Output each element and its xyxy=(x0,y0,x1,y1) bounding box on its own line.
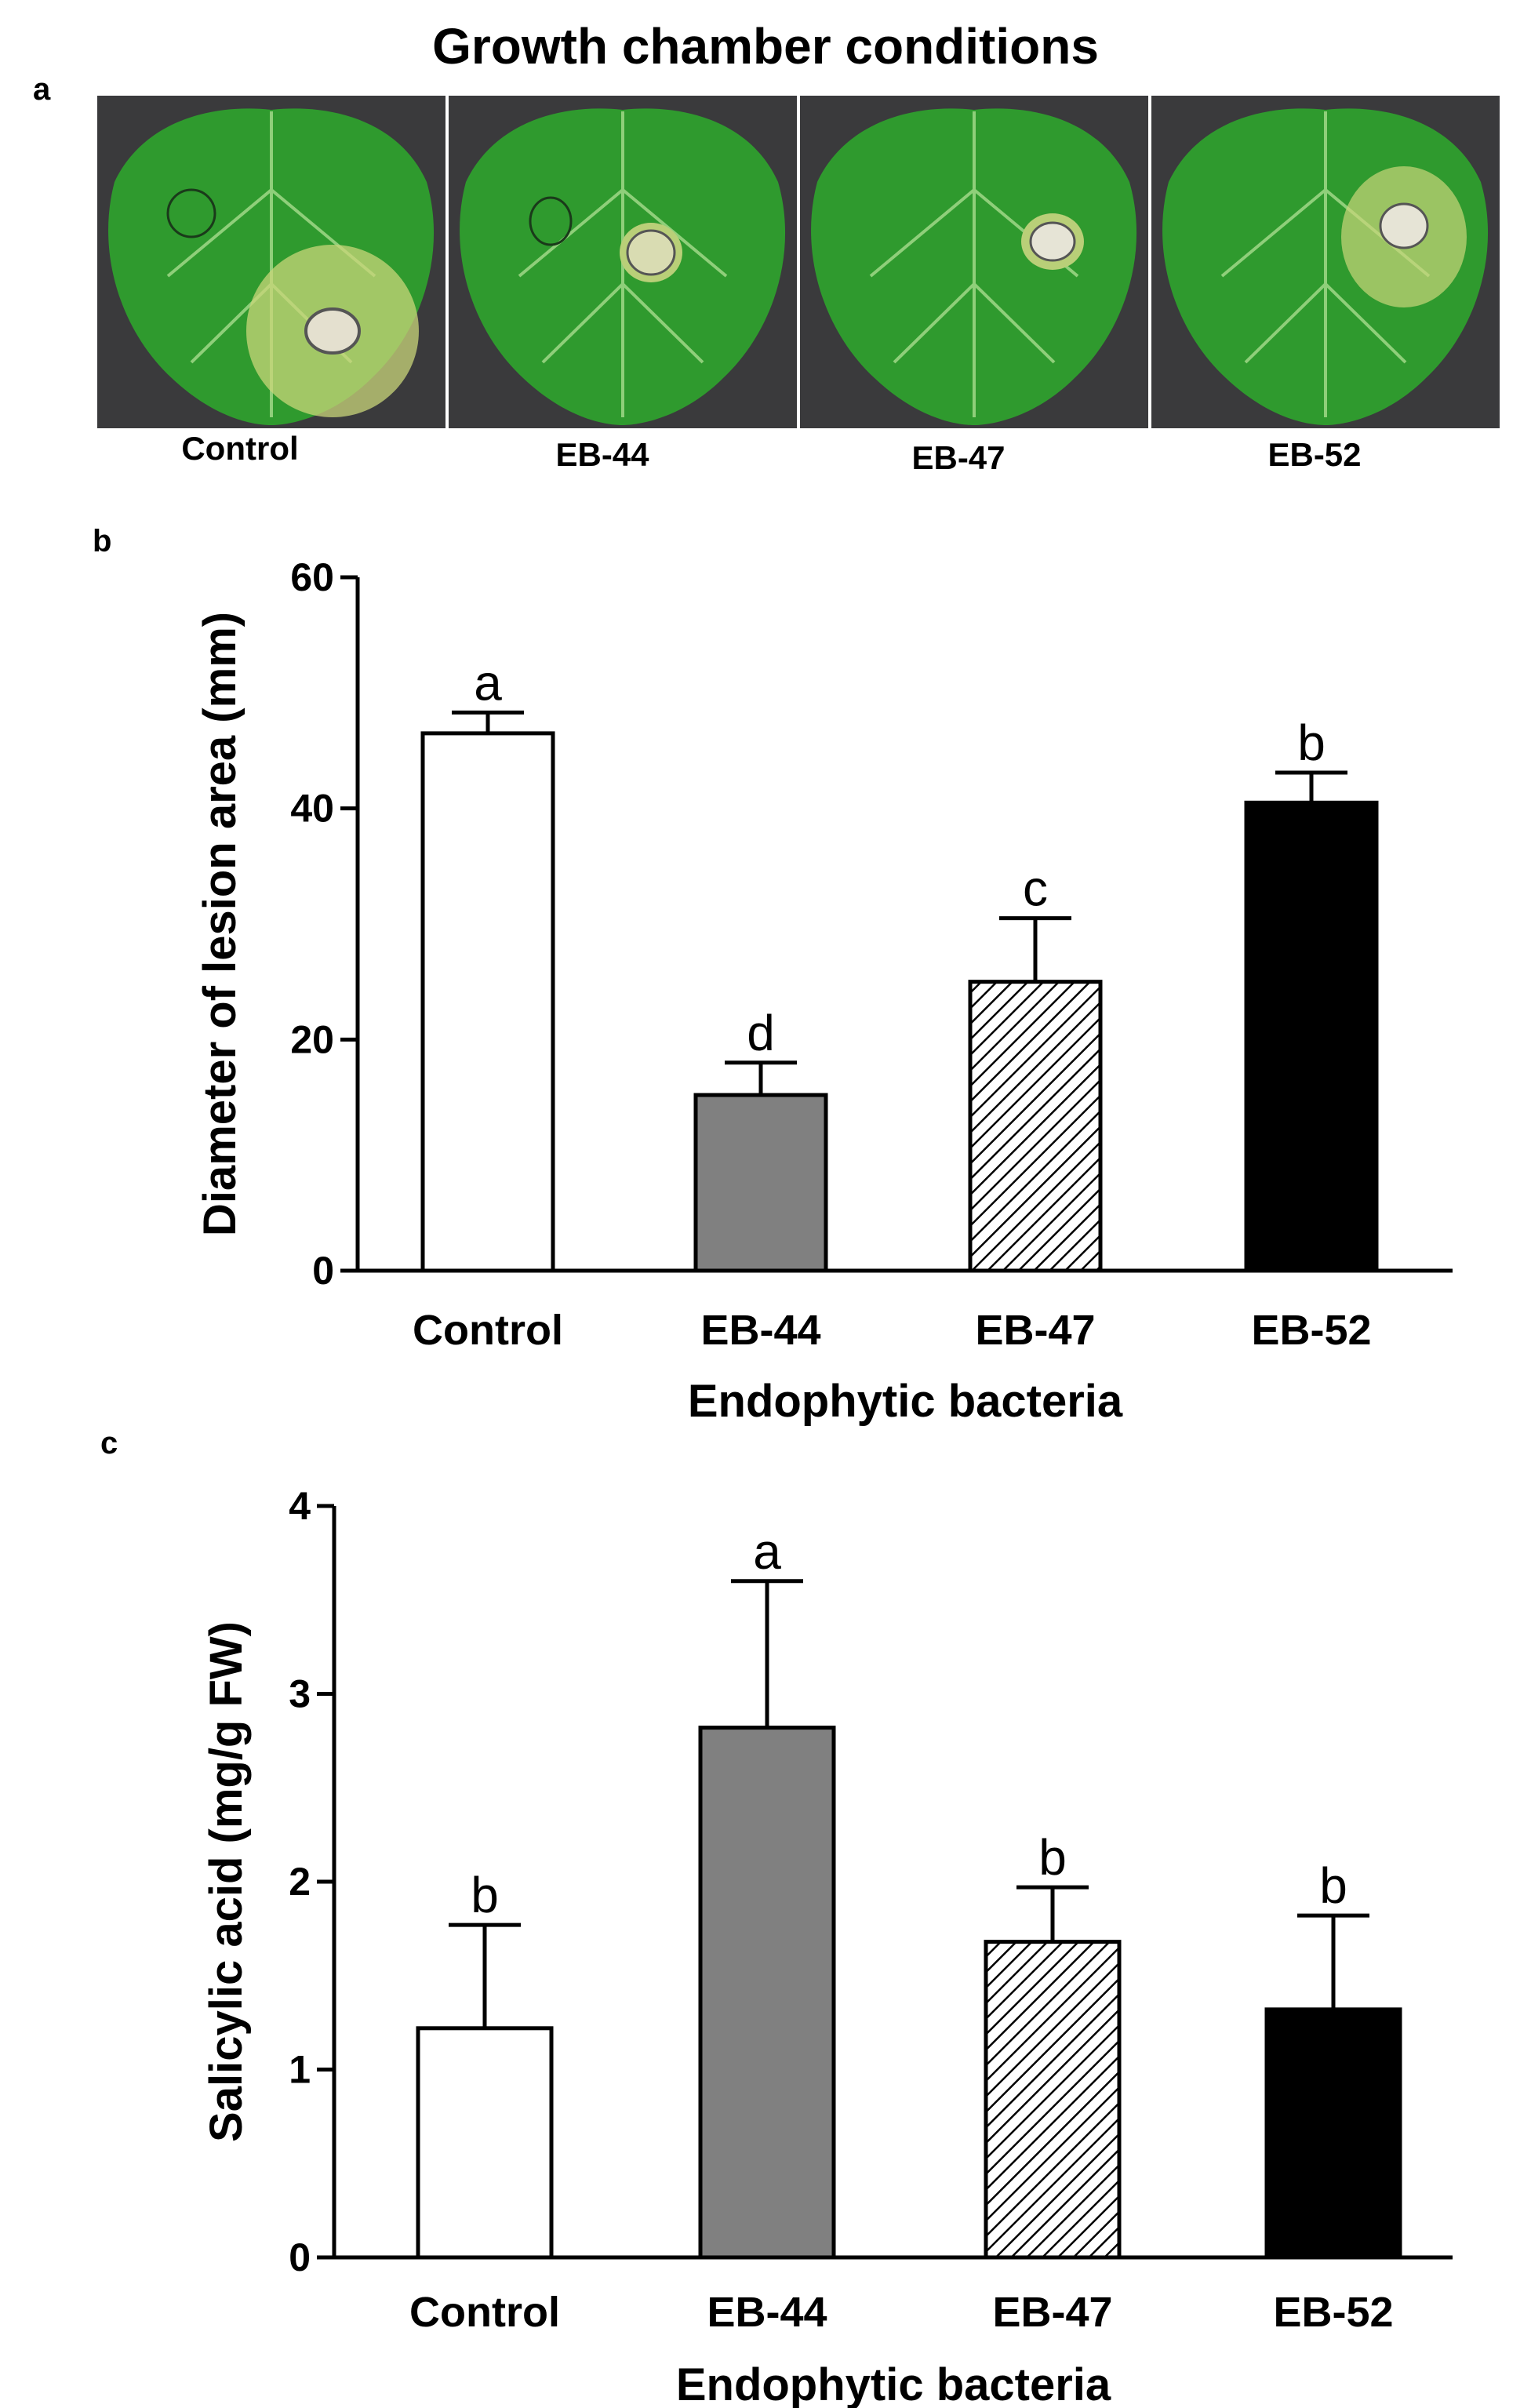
leaf-photo-eb52 xyxy=(1151,96,1500,428)
bar xyxy=(1264,2007,1402,2260)
leaf-photo-icon xyxy=(460,108,786,426)
bar xyxy=(693,1093,828,1273)
y-tick-label: 0 xyxy=(312,1249,334,1293)
x-tick-label: EB-47 xyxy=(992,2289,1112,2336)
significance-letter: b xyxy=(1297,715,1326,771)
photo-label-eb44: EB-44 xyxy=(555,436,649,473)
y-tick-label: 3 xyxy=(289,1672,311,1716)
leaf-photo-eb47 xyxy=(800,96,1148,428)
leaf-photo-icon xyxy=(108,108,435,426)
bar xyxy=(1244,800,1379,1273)
x-axis-title: Endophytic bacteria xyxy=(688,1376,1123,1427)
x-tick-label: EB-44 xyxy=(707,2289,827,2336)
leaf-photo-eb44 xyxy=(449,96,797,428)
y-axis-title: Salicylic acid (mg/g FW) xyxy=(201,1621,252,2142)
x-tick-label: EB-52 xyxy=(1273,2289,1393,2336)
x-tick-label: EB-47 xyxy=(975,1307,1095,1354)
y-tick-label: 60 xyxy=(290,555,334,599)
significance-letter: b xyxy=(1038,1829,1067,1886)
x-tick-label: EB-52 xyxy=(1251,1307,1371,1354)
y-tick-label: 1 xyxy=(289,2048,311,2092)
y-tick-label: 0 xyxy=(289,2235,311,2279)
photo-label-control: Control xyxy=(181,430,299,467)
lesion-diameter-chart: 0 20 40 60 a Control d EB-44 c EB-47 b EB-52 Endophy… xyxy=(195,555,1453,1427)
salicylic-acid-chart: 0 1 2 3 4 b Control a EB-44 b EB-47 b EB-52 Endophyti… xyxy=(201,1484,1453,2408)
significance-letter: c xyxy=(1023,860,1048,917)
bar xyxy=(416,2026,554,2260)
bar xyxy=(698,1726,836,2260)
y-axis-title: Diameter of lesion area (mm) xyxy=(195,612,245,1236)
y-tick-label: 40 xyxy=(290,787,334,831)
significance-letter: b xyxy=(1319,1857,1347,1914)
significance-letter: a xyxy=(474,654,502,711)
panel-b-letter: b xyxy=(93,524,112,558)
x-tick-label: Control xyxy=(413,1307,563,1354)
leaf-photo-control xyxy=(97,96,445,428)
significance-letter: d xyxy=(747,1005,775,1061)
panel-c-letter: c xyxy=(100,1426,118,1460)
y-tick-label: 2 xyxy=(289,1860,311,1904)
x-axis-title: Endophytic bacteria xyxy=(676,2359,1111,2408)
panel-a-letter: a xyxy=(33,72,51,107)
photo-label-eb47: EB-47 xyxy=(911,439,1006,476)
significance-letter: a xyxy=(753,1523,781,1580)
y-tick-label: 20 xyxy=(290,1017,334,1061)
y-tick-label: 4 xyxy=(289,1484,311,1528)
bar xyxy=(984,1940,1122,2260)
leaf-photo-icon xyxy=(811,108,1137,426)
photo-label-eb52: EB-52 xyxy=(1267,436,1362,473)
leaf-photo-icon xyxy=(1162,108,1489,426)
panel-a-title: Growth chamber conditions xyxy=(432,18,1099,75)
x-tick-label: Control xyxy=(409,2289,560,2336)
x-tick-label: EB-44 xyxy=(700,1307,820,1354)
significance-letter: b xyxy=(471,1867,499,1923)
bar xyxy=(420,731,555,1273)
bar xyxy=(968,980,1103,1273)
